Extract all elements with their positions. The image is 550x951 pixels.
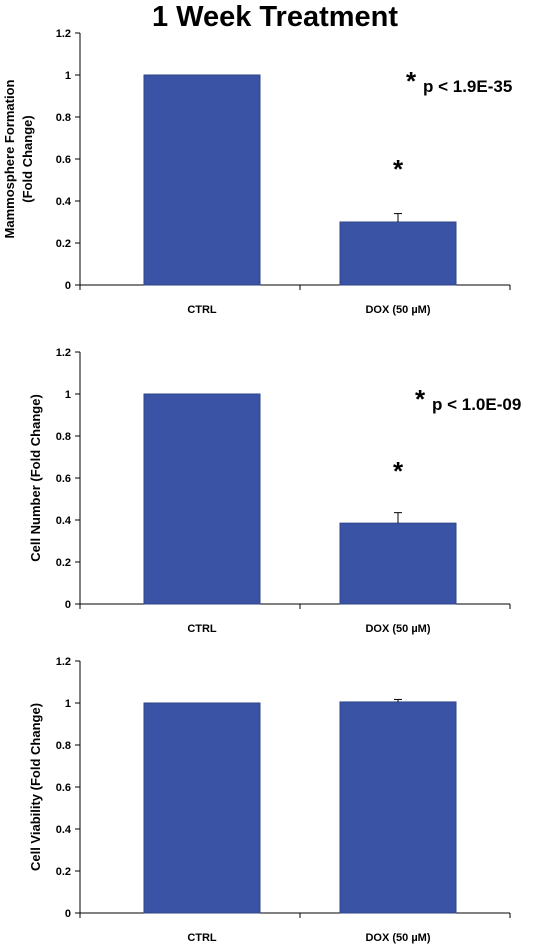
y-tick-label: 0.6 xyxy=(56,782,71,794)
y-tick-label: 0.8 xyxy=(56,431,71,443)
y-tick-label: 0.4 xyxy=(56,196,72,208)
y-tick-label: 1.2 xyxy=(56,28,71,40)
y-tick-label: 1.2 xyxy=(56,347,71,359)
significance-star: * xyxy=(393,154,404,184)
p-value-annotation: * p < 1.0E-09 xyxy=(415,384,521,414)
bar-ctrl xyxy=(143,702,261,914)
y-tick-label: 0.6 xyxy=(56,154,71,166)
x-category-label: CTRL xyxy=(187,304,217,316)
error-bar xyxy=(394,213,402,222)
chart-panel-3: 0 0.2 0.4 0.6 0.8 1 1.2 CTRL DOX (50 µM) Cell Via… xyxy=(28,656,511,944)
y-tick-label: 1 xyxy=(65,698,71,710)
significance-star: * xyxy=(393,456,404,486)
annotation-star: * xyxy=(415,384,426,414)
bar-dox xyxy=(339,221,457,286)
bar-ctrl xyxy=(143,393,261,605)
y-axis-label: Cell Number (Fold Change) xyxy=(28,394,43,562)
y-tick-label: 1 xyxy=(65,70,71,82)
y-tick-label: 0.8 xyxy=(56,112,71,124)
p-value-annotation: * p < 1.9E-35 xyxy=(406,66,512,96)
x-category-label: CTRL xyxy=(187,932,217,944)
y-tick-label: 0.2 xyxy=(56,866,71,878)
annotation-star: * xyxy=(406,66,417,96)
y-tick-label: 0 xyxy=(65,599,71,611)
y-tick-label: 1 xyxy=(65,389,71,401)
bar-dox xyxy=(339,522,457,605)
x-category-label: DOX (50 µM) xyxy=(365,932,430,944)
y-tick-label: 0.2 xyxy=(56,238,71,250)
y-tick-label: 0.6 xyxy=(56,473,71,485)
figure-title: 1 Week Treatment xyxy=(151,1,399,33)
y-tick-label: 0.4 xyxy=(56,824,72,836)
p-value-text: p < 1.9E-35 xyxy=(423,77,512,96)
chart-panel-2: 0 0.2 0.4 0.6 0.8 1 1.2 CTRL DOX (50 µM) Cell Num… xyxy=(28,347,521,635)
y-tick-label: 0 xyxy=(65,908,71,920)
x-category-label: DOX (50 µM) xyxy=(365,304,430,316)
x-category-label: DOX (50 µM) xyxy=(365,623,430,635)
y-tick-label: 0.8 xyxy=(56,740,71,752)
y-axis-label: Mammosphere Formation xyxy=(2,79,17,238)
y-tick-label: 0 xyxy=(65,280,71,292)
error-bar xyxy=(394,512,402,524)
y-tick-label: 1.2 xyxy=(56,656,71,668)
y-tick-label: 0.2 xyxy=(56,557,71,569)
y-axis-label: Cell Viability (Fold Change) xyxy=(28,703,43,871)
bar-dox xyxy=(339,701,457,914)
y-axis-label: (Fold Change) xyxy=(20,115,35,202)
y-tick-label: 0.4 xyxy=(56,515,72,527)
x-category-label: CTRL xyxy=(187,623,217,635)
chart-panel-1: 0 0.2 0.4 0.6 0.8 1 1.2 CTRL DOX (50 µM) Mammosph… xyxy=(2,28,512,316)
error-bar xyxy=(394,698,402,702)
p-value-text: p < 1.0E-09 xyxy=(432,395,521,414)
bar-ctrl xyxy=(143,74,261,286)
